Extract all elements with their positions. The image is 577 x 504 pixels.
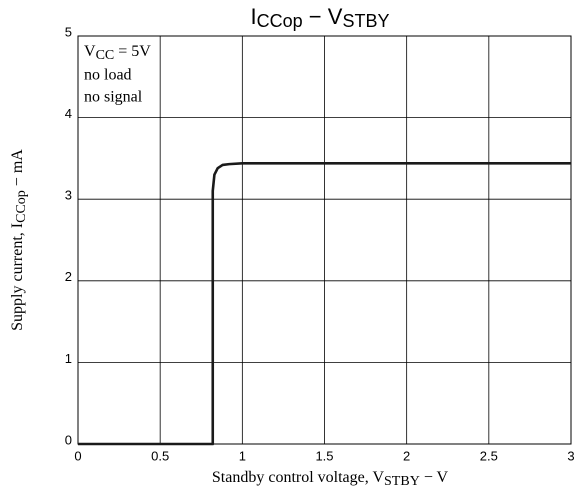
x-axis-label: Standby control voltage, VSTBY − V (212, 469, 449, 490)
annotation-part: CC (96, 48, 115, 63)
label-part: − mA (9, 149, 26, 190)
title-part: STBY (342, 11, 389, 31)
x-tick-label: 3 (567, 448, 574, 463)
y-axis-label: Supply current, ICCop − mA (9, 149, 30, 331)
y-tick-label: 3 (65, 188, 72, 203)
x-tick-label: 1 (239, 448, 246, 463)
x-tick-label: 1.5 (315, 448, 333, 463)
y-tick-label: 2 (65, 269, 72, 284)
annotation: VCC = 5V (84, 43, 151, 64)
data-line (78, 161, 571, 446)
annotation-part: = 5V (114, 43, 151, 60)
label-part: Standby control voltage, V (212, 469, 385, 486)
x-tick-label: 0.5 (151, 448, 169, 463)
annotation-part: V (84, 43, 96, 60)
plot-frame (77, 35, 572, 445)
y-tick-label: 1 (65, 351, 72, 366)
x-tick-label: 2 (403, 448, 410, 463)
y-tick-label: 5 (65, 24, 72, 39)
title-part: I (251, 4, 257, 29)
annotation: no load (84, 67, 132, 84)
title-part: CCop (257, 11, 303, 31)
x-tick-label: 0 (74, 448, 81, 463)
y-tick-label: 4 (65, 106, 72, 121)
y-tick-label: 0 (65, 432, 72, 447)
label-part: Supply current, I (9, 223, 26, 331)
chart-title: ICCop − VSTBY (251, 4, 390, 31)
label-part: CCop (14, 190, 29, 223)
label-part: − V (420, 469, 449, 486)
x-tick-label: 2.5 (480, 448, 498, 463)
annotation: no signal (84, 89, 143, 106)
title-part: − V (303, 4, 343, 29)
label-part: STBY (384, 474, 420, 489)
